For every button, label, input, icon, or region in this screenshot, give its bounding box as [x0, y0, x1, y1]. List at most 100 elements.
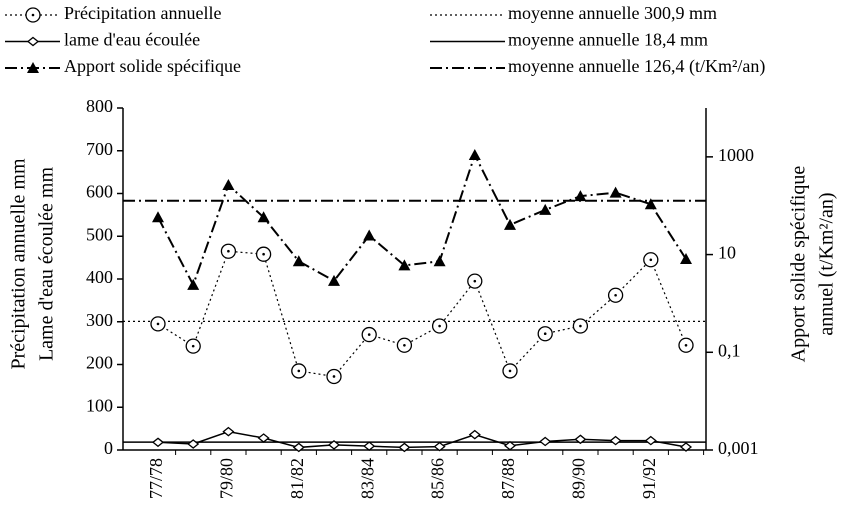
marker-triangle	[539, 203, 552, 215]
y2-tick-label: 0,1	[718, 340, 741, 360]
marker-triangle	[292, 255, 305, 267]
y-tick-label: 700	[86, 139, 113, 159]
y2-tick-label: 0,001	[718, 438, 759, 458]
series-line	[157, 152, 687, 288]
legend-label: Apport solide spécifique	[64, 56, 241, 76]
y2-axis-label: annuel (t/Km²/an)	[816, 192, 838, 335]
marker-circle	[326, 368, 342, 385]
marker-circle	[255, 246, 272, 262]
marker-diamond	[222, 426, 235, 437]
x-tick-label: 85/86	[428, 458, 448, 499]
marker-circle	[150, 316, 166, 332]
marker-triangle	[27, 62, 39, 73]
marker-diamond	[363, 441, 376, 451]
legend-item: Apport solide spécifique	[5, 56, 241, 76]
marker-circle	[502, 363, 518, 379]
marker-diamond	[574, 434, 587, 445]
marker-circle	[291, 363, 307, 379]
marker-circle	[607, 287, 624, 303]
legend-label: lame d'eau écoulée	[64, 30, 200, 50]
y2-axis-label: Apport solide spécifique	[788, 166, 810, 363]
marker-diamond	[539, 436, 552, 447]
marker-triangle	[257, 211, 270, 223]
y-tick-label: 400	[86, 267, 113, 287]
marker-circle	[431, 318, 448, 334]
marker-triangle	[363, 229, 376, 241]
marker-triangle	[504, 218, 516, 230]
marker-triangle	[152, 211, 164, 223]
marker-dot	[31, 13, 35, 17]
legend-item: moyenne annuelle 126,4 (t/Km²/an)	[430, 56, 765, 77]
marker-triangle	[609, 186, 622, 198]
x-tick-label: 81/82	[287, 458, 307, 499]
marker-circle	[185, 338, 201, 354]
y-tick-label: 200	[86, 353, 113, 373]
marker-dot	[579, 324, 582, 328]
legend-label: Précipitation annuelle	[64, 3, 221, 23]
marker-circle	[396, 337, 413, 353]
marker-circle	[25, 7, 41, 23]
marker-triangle	[644, 198, 657, 210]
marker-triangle	[433, 255, 446, 267]
y-axis-label: Précipitation annuelle mm	[8, 158, 30, 369]
marker-diamond	[26, 36, 40, 47]
marker-diamond	[468, 429, 481, 440]
legend-item: lame d'eau écoulée	[5, 30, 200, 50]
marker-diamond	[503, 440, 517, 451]
legend-label: moyenne annuelle 18,4 mm	[508, 30, 708, 50]
x-tick-label: 83/84	[357, 458, 377, 499]
y-tick-label: 600	[86, 182, 113, 202]
y2-tick-label: 1000	[718, 145, 754, 165]
marker-dot	[614, 293, 617, 297]
marker-dot	[684, 343, 688, 347]
x-tick-label: 79/80	[217, 458, 237, 499]
marker-dot	[438, 324, 441, 328]
series-line	[157, 430, 687, 449]
marker-circle	[572, 318, 589, 334]
marker-diamond	[257, 433, 270, 443]
legend-label: moyenne annuelle 126,4 (t/Km²/an)	[508, 56, 765, 77]
marker-dot	[649, 258, 653, 262]
marker-diamond	[151, 437, 165, 448]
marker-circle	[537, 326, 553, 342]
marker-circle	[643, 252, 659, 268]
y2-tick-label: 10	[718, 243, 736, 263]
y-tick-label: 100	[86, 395, 113, 415]
marker-diamond	[292, 442, 305, 453]
marker-triangle	[398, 259, 411, 271]
marker-triangle	[468, 148, 481, 160]
marker-diamond	[187, 439, 200, 449]
marker-dot	[332, 375, 336, 378]
x-tick-label: 77/78	[146, 458, 166, 499]
x-tick-label: 89/90	[569, 458, 589, 499]
marker-diamond	[398, 442, 411, 453]
x-tick-label: 87/88	[498, 458, 518, 499]
marker-dot	[367, 333, 371, 336]
marker-diamond	[327, 440, 341, 450]
marker-dot	[262, 252, 265, 256]
marker-circle	[220, 243, 237, 259]
marker-circle	[467, 273, 483, 289]
marker-dot	[508, 369, 512, 373]
marker-dot	[191, 344, 195, 348]
marker-diamond	[433, 441, 446, 452]
marker-diamond	[679, 442, 693, 452]
marker-circle	[678, 337, 694, 353]
marker-circle	[361, 326, 377, 343]
marker-triangle	[222, 178, 235, 190]
y-tick-label: 500	[86, 224, 113, 244]
marker-dot	[156, 322, 160, 326]
y-tick-label: 0	[104, 438, 113, 458]
legend-item: moyenne annuelle 300,9 mm	[430, 3, 717, 23]
y-axis-label: Lame d'eau écoulée mm	[36, 167, 58, 362]
marker-dot	[543, 332, 547, 336]
marker-triangle	[680, 253, 692, 265]
marker-dot	[297, 369, 301, 373]
marker-triangle	[187, 278, 200, 290]
marker-diamond	[644, 435, 657, 446]
y-tick-label: 800	[86, 96, 113, 116]
y-tick-label: 300	[86, 310, 113, 330]
marker-triangle	[328, 274, 340, 286]
